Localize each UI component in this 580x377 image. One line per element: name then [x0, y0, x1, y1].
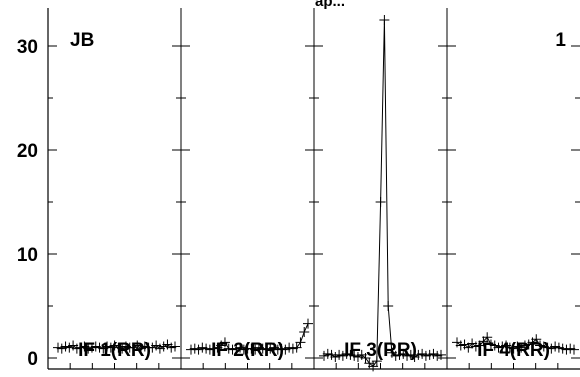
panel-label: IF 3(RR) [344, 340, 417, 361]
data-point [371, 356, 382, 367]
data-point [383, 301, 394, 311]
data-point [170, 341, 180, 352]
panel-1: IF 1(RR) [53, 45, 181, 369]
data-point [436, 349, 446, 360]
y-tick-label: 0 [27, 349, 38, 370]
y-tick-label: 20 [17, 141, 38, 162]
axes-frame [47, 8, 580, 370]
data-point [531, 334, 542, 345]
panel-2: IF 2(RR) [181, 45, 314, 369]
data-point [368, 361, 379, 372]
data-point [219, 337, 230, 348]
panels: IF 1(RR) IF 2(RR) IF 3(RR) IF 4(RR) [53, 15, 580, 372]
series-line [323, 19, 442, 368]
data-point [295, 337, 306, 348]
panel-label: IF 4(RR) [477, 340, 550, 361]
data-point [375, 197, 386, 207]
data-point [360, 353, 371, 363]
data-point [299, 327, 310, 337]
data-point [303, 318, 313, 329]
corner-label-right: 1 [555, 30, 566, 51]
corner-label-left: JB [70, 30, 94, 51]
data-point [482, 332, 493, 343]
panel-label: IF 2(RR) [211, 340, 284, 361]
data-point [379, 15, 390, 25]
data-point [291, 342, 302, 353]
chart-title-fragment: ap... [315, 0, 345, 10]
panel-3: IF 3(RR) [314, 15, 447, 372]
y-tick-label: 10 [17, 245, 38, 266]
data-point [569, 344, 579, 355]
y-axis-ticks: 0 10 20 30 [17, 37, 57, 370]
panel-label: IF 1(RR) [78, 340, 151, 361]
y-tick-label: 30 [17, 37, 38, 58]
panel-4: IF 4(RR) [447, 45, 580, 369]
